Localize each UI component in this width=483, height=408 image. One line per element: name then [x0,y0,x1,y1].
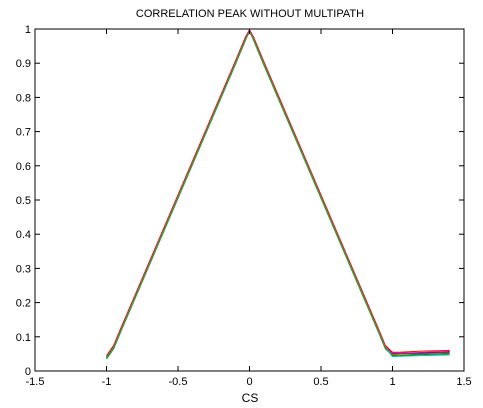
y-tick-label: 0.9 [16,58,31,70]
y-tick-label: 0.5 [16,195,31,207]
x-axis-label: CS [242,391,259,405]
series-line-6 [106,30,450,358]
y-tick-label: 0.1 [16,332,31,344]
x-tick-label: -1.5 [26,376,45,388]
ticks-layer: -1.5 -1 -0.5 0 0.5 1 1.5 0 0.1 0.2 0.3 0.4 0.5 0.6 0.7… [16,24,472,388]
y-tick-label: 0.8 [16,92,31,104]
y-tick-label: 0.7 [16,127,31,139]
x-tick-label: 1.5 [456,376,471,388]
y-tick-label: 0.2 [16,298,31,310]
y-tick-label: 0 [25,366,31,378]
series-layer [106,29,450,360]
chart-title: CORRELATION PEAK WITHOUT MULTIPATH [136,8,364,20]
y-tick-label: 0.4 [16,229,31,241]
x-tick-label: 0 [246,376,252,388]
x-tick-label: -0.5 [169,376,188,388]
y-tick-label: 0.3 [16,263,31,275]
y-tick-label: 0.6 [16,161,31,173]
y-tick-label: 1 [25,24,31,36]
x-tick-label: -1 [102,376,112,388]
x-tick-label: 0.5 [313,376,328,388]
x-tick-label: 1 [389,376,395,388]
